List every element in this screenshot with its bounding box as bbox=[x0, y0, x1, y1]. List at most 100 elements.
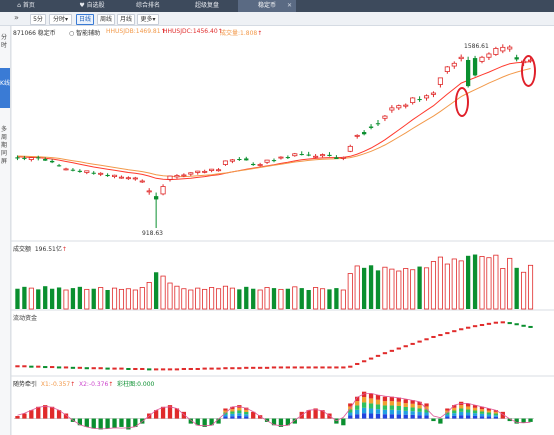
osc-stacked-bar bbox=[361, 391, 367, 398]
flow-segment bbox=[396, 347, 401, 350]
sidebar-item-kline[interactable]: K线 bbox=[0, 68, 10, 108]
volume-bar bbox=[15, 288, 20, 309]
osc-bar bbox=[153, 410, 159, 419]
osc-stacked-bar bbox=[244, 412, 249, 415]
osc-stacked-bar bbox=[355, 414, 360, 419]
candle-body bbox=[174, 175, 180, 178]
candle-body bbox=[347, 145, 353, 152]
osc-stacked-bar bbox=[368, 403, 374, 409]
flow-segment bbox=[521, 324, 526, 327]
volume-bar bbox=[132, 289, 138, 310]
flow-segment bbox=[181, 367, 187, 370]
flow-segment bbox=[22, 365, 27, 368]
osc-stacked-bar bbox=[465, 409, 471, 413]
tab-home[interactable]: ⌂ 首页 bbox=[17, 2, 35, 9]
volume-bar bbox=[514, 267, 519, 309]
candle-body bbox=[403, 104, 409, 107]
candle-body bbox=[285, 157, 291, 159]
volume-bar bbox=[195, 287, 201, 310]
period-monthly-button[interactable]: 月线 bbox=[117, 14, 135, 25]
sidebar-item-intraday[interactable]: 分时 bbox=[0, 34, 7, 49]
osc-bar bbox=[77, 418, 83, 426]
osc-bar bbox=[119, 418, 124, 427]
tab-watchlist[interactable]: ♥ 自选股 bbox=[79, 2, 105, 9]
tab-stablecoin[interactable]: 稳定币 ✕ bbox=[238, 0, 296, 12]
period-daily-button[interactable]: 日线 bbox=[76, 14, 94, 25]
candle-body bbox=[507, 46, 513, 50]
stock-label: 871066 稳定币 bbox=[13, 30, 56, 37]
candle-body bbox=[313, 155, 319, 158]
candle-body bbox=[340, 156, 346, 159]
volume-bar bbox=[458, 260, 464, 310]
flow-segment bbox=[465, 326, 471, 329]
osc-stacked-bar bbox=[417, 411, 422, 416]
period-weekly-button[interactable]: 周线 bbox=[97, 14, 115, 25]
osc-stacked-bar bbox=[396, 401, 401, 406]
candle-body bbox=[209, 168, 215, 171]
volume-bar bbox=[389, 268, 395, 310]
close-icon[interactable]: ✕ bbox=[286, 2, 292, 9]
tab-ranking[interactable]: 综合排名 bbox=[135, 2, 160, 9]
flow-segment bbox=[285, 366, 291, 369]
sidebar-item-multiperiod[interactable]: 多周期同屏 bbox=[0, 126, 7, 165]
period-5min-button[interactable]: 5分 bbox=[30, 14, 46, 25]
period-intraday-button[interactable]: 分时▾ bbox=[49, 14, 72, 25]
osc-bar bbox=[507, 418, 512, 422]
osc-stacked-bar bbox=[382, 401, 388, 406]
smart-assist-toggle[interactable]: ○ 智能辅助 bbox=[69, 30, 101, 37]
osc-stacked-bar bbox=[368, 393, 374, 399]
osc-stacked-bar bbox=[237, 407, 242, 411]
volume-bar bbox=[22, 286, 27, 309]
osc-stacked-bar bbox=[223, 410, 228, 413]
volume-bar bbox=[292, 286, 298, 310]
osc-stacked-bar bbox=[348, 403, 353, 407]
volume-bar bbox=[146, 281, 152, 310]
osc-stacked-bar bbox=[472, 405, 478, 408]
osc-bar bbox=[431, 418, 436, 422]
osc-title: 随势牵引 X1:-0.357↑ X2:-0.376↑ 彩柱图:0.000 bbox=[13, 381, 155, 388]
toolbar: » 5分 分时▾ 日线 周线 月线 更多▾ bbox=[0, 12, 554, 26]
osc-stacked-bar bbox=[355, 401, 360, 406]
osc-stacked-bar bbox=[375, 399, 381, 405]
high-price-label: 1586.61 bbox=[464, 43, 489, 50]
candle-body bbox=[70, 169, 76, 171]
low-price-label: 918.63 bbox=[142, 230, 163, 237]
candle-body bbox=[389, 107, 395, 111]
volume-bar bbox=[174, 285, 180, 310]
candle-body bbox=[299, 154, 304, 156]
flow-segment bbox=[452, 330, 457, 333]
osc-stacked-bar bbox=[237, 415, 242, 419]
candle-body bbox=[222, 160, 229, 165]
candle-body bbox=[98, 172, 104, 175]
more-button[interactable]: 更多▾ bbox=[137, 14, 159, 25]
volume-bar bbox=[105, 290, 110, 309]
osc-bar bbox=[195, 418, 200, 426]
osc-stacked-bar bbox=[452, 405, 457, 408]
osc-stacked-bar bbox=[417, 408, 422, 412]
candle-body bbox=[181, 174, 187, 177]
flow-segment bbox=[292, 366, 297, 369]
volume-bar bbox=[493, 254, 499, 310]
osc-stacked-bar bbox=[493, 413, 499, 416]
candle-body bbox=[125, 177, 131, 180]
osc-stacked-bar bbox=[459, 405, 464, 409]
flow-segment bbox=[528, 325, 533, 328]
osc-bar bbox=[306, 410, 311, 419]
osc-stacked-bar bbox=[223, 414, 228, 417]
osc-stacked-bar bbox=[424, 406, 429, 410]
flow-segment bbox=[49, 366, 55, 369]
flow-segment bbox=[63, 366, 69, 369]
volume-bar bbox=[188, 289, 194, 310]
osc-stacked-bar bbox=[230, 406, 235, 410]
candle-body bbox=[251, 163, 256, 166]
osc-stacked-bar bbox=[459, 415, 464, 419]
flow-segment bbox=[119, 367, 124, 370]
flow-segment bbox=[56, 366, 62, 369]
volume-bar bbox=[444, 263, 450, 310]
tab-review[interactable]: 超级复盘 bbox=[194, 2, 219, 9]
osc-bar bbox=[278, 418, 284, 427]
osc-stacked-bar bbox=[403, 399, 408, 404]
double-chevron-icon[interactable]: » bbox=[14, 13, 19, 22]
flow-segment bbox=[320, 366, 325, 369]
